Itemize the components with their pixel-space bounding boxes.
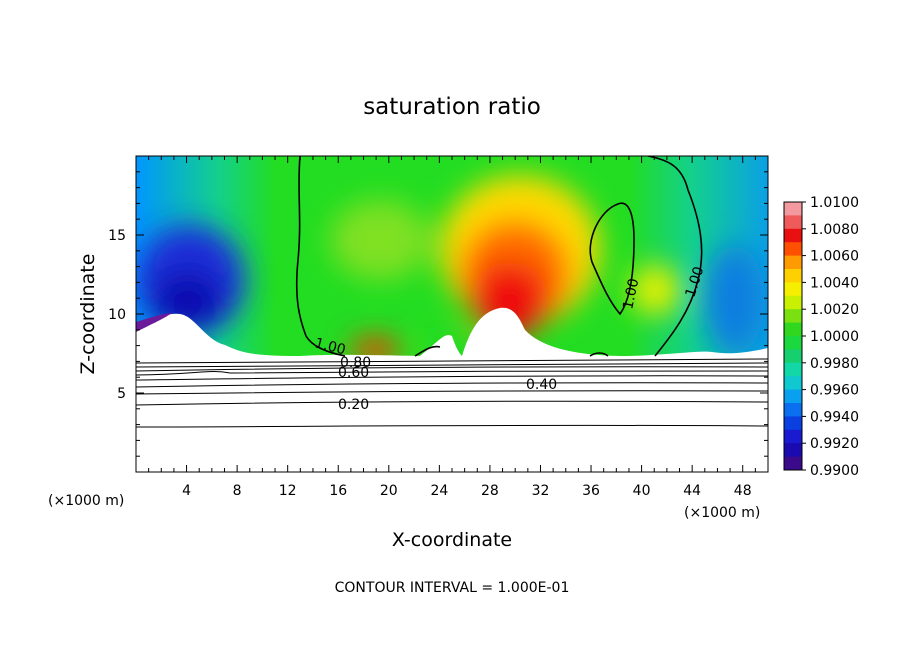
x-tick-label: 24 bbox=[430, 483, 448, 499]
y-tick-label: 15 bbox=[108, 228, 126, 244]
heatmap-field bbox=[136, 156, 768, 472]
x-tick-label: 44 bbox=[683, 483, 701, 499]
contour-label: 0.40 bbox=[526, 377, 557, 393]
x-tick-label: 20 bbox=[380, 483, 398, 499]
colorbar-band bbox=[784, 336, 802, 350]
colorbar-tick-label: 1.0040 bbox=[810, 275, 859, 291]
x-tick-label: 28 bbox=[481, 483, 499, 499]
colorbar-band bbox=[784, 202, 802, 216]
contour-label: 0.80 bbox=[340, 355, 371, 371]
colorbar-band bbox=[784, 349, 802, 364]
x-tick-label: 12 bbox=[279, 483, 297, 499]
colorbar: 1.0100 1.0080 1.0060 1.0040 1.0020 1.0000 0.99… bbox=[783, 195, 859, 479]
x-tick-label: 8 bbox=[233, 483, 242, 499]
colorbar-band bbox=[784, 309, 802, 324]
x-tick-label: 16 bbox=[329, 483, 347, 499]
y-tick-label: 5 bbox=[117, 386, 126, 402]
x-axis: 4 8 12 16 20 24 28 32 36 40 44 48 bbox=[148, 156, 756, 499]
colorbar-band bbox=[784, 322, 802, 337]
colorbar-tick-label: 1.0060 bbox=[810, 249, 859, 265]
colorbar-tick-label: 0.9920 bbox=[810, 436, 859, 452]
colorbar-tick-label: 0.9940 bbox=[810, 409, 859, 425]
colorbar-tick-label: 1.0020 bbox=[810, 302, 859, 318]
y-tick-label: 10 bbox=[108, 307, 126, 323]
colorbar-band bbox=[784, 376, 802, 391]
contour-labels: 1.00 1.00 1.00 0.80 0.60 0.40 0.20 bbox=[313, 265, 707, 413]
contour-label: 0.20 bbox=[338, 397, 369, 413]
colorbar-band bbox=[784, 416, 802, 431]
x-tick-label: 40 bbox=[633, 483, 651, 499]
x-tick-label: 4 bbox=[182, 483, 191, 499]
chart-title: saturation ratio bbox=[363, 94, 541, 120]
x-unit-right: (×1000 m) bbox=[684, 505, 760, 521]
colorbar-tick-label: 0.9960 bbox=[810, 383, 859, 399]
colorbar-band bbox=[784, 429, 802, 444]
colorbar-tick-label: 0.9900 bbox=[810, 463, 859, 479]
x-tick-label: 32 bbox=[532, 483, 550, 499]
colorbar-band bbox=[784, 215, 802, 230]
x-unit-left: (×1000 m) bbox=[48, 493, 124, 509]
colorbar-tick-label: 1.0100 bbox=[810, 195, 859, 211]
colorbar-tick-label: 0.9980 bbox=[810, 356, 859, 372]
colorbar-band bbox=[784, 295, 802, 310]
colorbar-band bbox=[784, 242, 802, 257]
contour-label: 1.00 bbox=[313, 335, 347, 358]
colorbar-band bbox=[784, 403, 802, 417]
colorbar-tick-label: 1.0080 bbox=[810, 222, 859, 238]
colorbar-band bbox=[784, 282, 802, 297]
y-axis: 5 10 15 bbox=[108, 171, 768, 457]
y-axis-label: Z-coordinate bbox=[77, 254, 99, 375]
contour-label: 1.00 bbox=[620, 277, 642, 311]
colorbar-band bbox=[784, 456, 802, 471]
colorbar-band bbox=[784, 389, 802, 404]
footer-note: CONTOUR INTERVAL = 1.000E-01 bbox=[335, 580, 570, 596]
contour-label: 0.60 bbox=[338, 365, 369, 381]
colorbar-band bbox=[784, 362, 802, 377]
colorbar-band bbox=[784, 228, 802, 243]
x-tick-label: 36 bbox=[582, 483, 600, 499]
colorbar-band bbox=[784, 255, 802, 270]
colorbar-tick-label: 1.0000 bbox=[810, 329, 859, 345]
x-axis-label: X-coordinate bbox=[392, 529, 512, 551]
colorbar-band bbox=[784, 443, 802, 458]
x-tick-label: 48 bbox=[734, 483, 752, 499]
colorbar-band bbox=[784, 269, 802, 283]
